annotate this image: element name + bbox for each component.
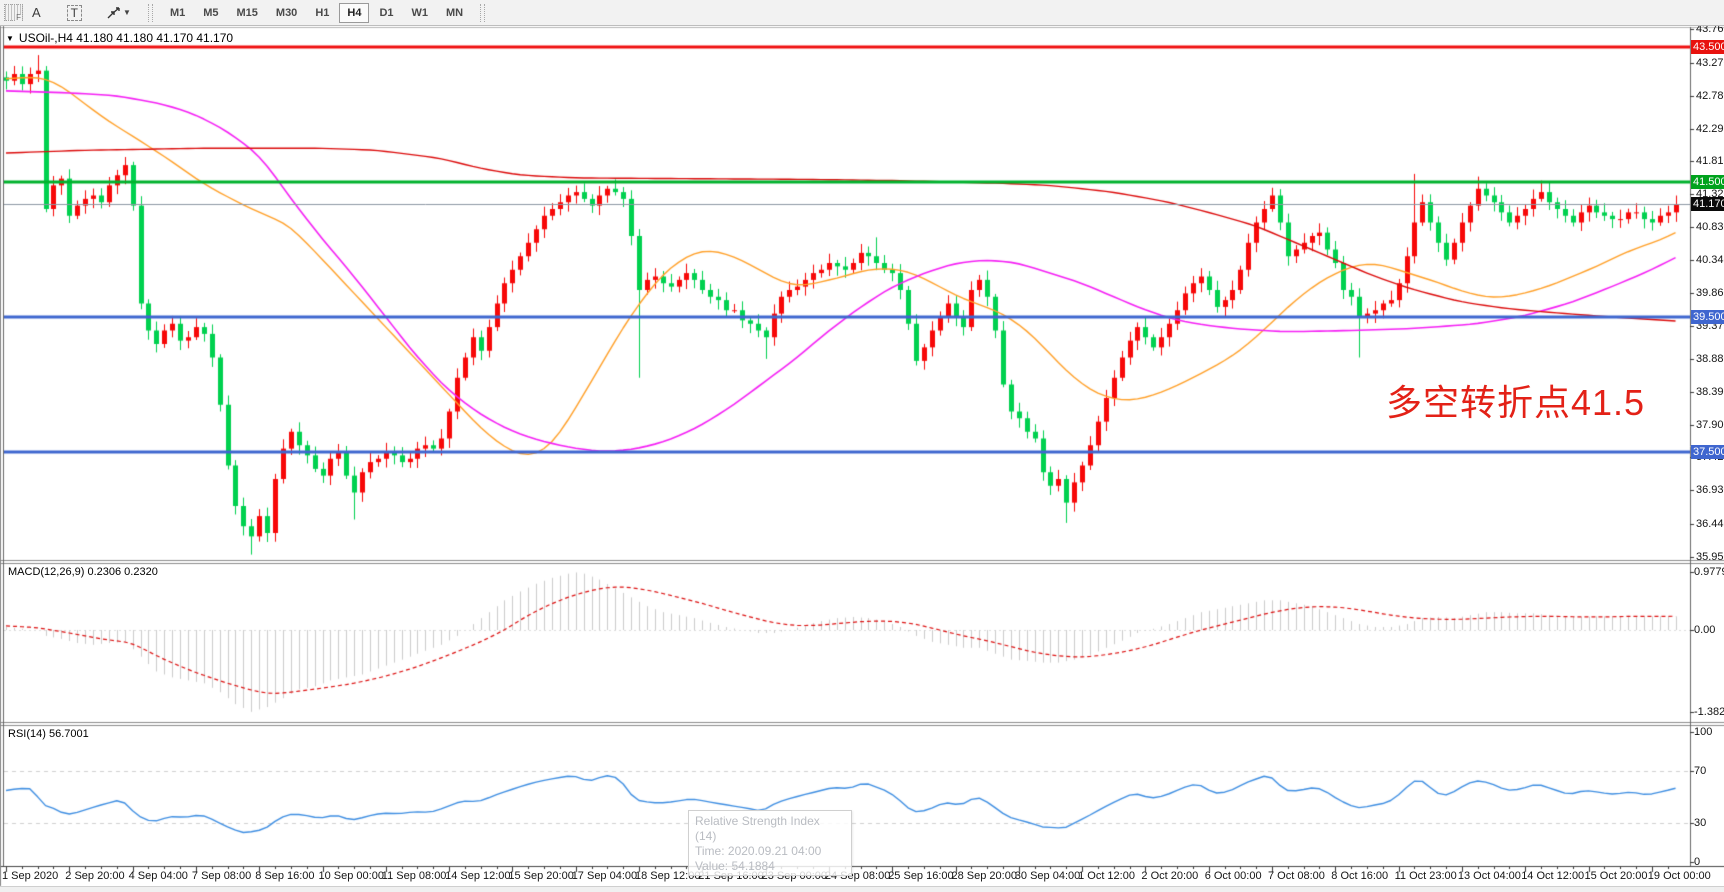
timeframe-button-MN[interactable]: MN [438,3,471,23]
timeframe-button-M5[interactable]: M5 [195,3,226,23]
price-axis-label: 43.270 [1696,56,1724,69]
timeframe-group: M1 M5 M15 M30 H1 H4 D1 W1 MN [161,2,472,23]
macd-axis-label: 0.9779 [1694,566,1724,578]
timeframe-button-W1[interactable]: W1 [404,3,437,23]
rsi-axis-label: 0 [1694,856,1701,868]
time-axis-label: 7 Oct 08:00 [1268,870,1325,882]
toolbox-grid-icon[interactable]: F [4,4,23,22]
price-axis-label: 39.860 [1696,286,1724,299]
time-axis-label: 7 Sep 08:00 [191,870,252,882]
time-axis-label: 15 Sep 20:00 [508,870,574,882]
symbol-dropdown-icon[interactable]: ▼ [6,33,14,43]
font-tool-label: A [32,5,41,20]
time-axis-label: 1 Oct 12:00 [1078,870,1135,882]
price-axis-label: 41.320 [1696,188,1724,201]
rsi-axis-label: 70 [1694,765,1707,777]
chart-annotation-text[interactable]: 多空转折点41.5 [1386,382,1646,423]
indicator-tooltip: Relative Strength Index (14) Time: 2020.… [688,810,852,876]
price-level-chip: 41.500 [1691,175,1724,189]
time-axis-label: 28 Sep 20:00 [951,870,1017,882]
toolbar-separator [147,3,153,22]
timeframe-button-H1[interactable]: H1 [307,3,337,23]
tooltip-line-3: Time: 2020.09.21 04:00 [695,844,822,858]
timeframe-button-M1[interactable]: M1 [162,3,193,23]
price-axis-label: 38.390 [1696,385,1724,398]
time-axis-label: 10 Sep 00:00 [318,870,384,882]
time-axis-label: 14 Oct 12:00 [1521,870,1585,882]
chevron-down-icon: ▼ [123,8,131,17]
font-tool-button[interactable]: A [25,3,48,23]
draw-arrows-button[interactable]: ▼ [99,3,138,23]
price-axis-label: 40.340 [1696,254,1724,267]
price-axis-label: 42.290 [1696,122,1724,135]
price-axis-label: 41.810 [1696,155,1724,168]
time-axis-label: 4 Sep 04:00 [128,870,188,882]
tooltip-line-2: (14) [695,829,717,843]
price-axis-label: 42.780 [1696,89,1724,102]
price-axis-label: 35.950 [1696,550,1724,563]
timeframe-button-M30[interactable]: M30 [268,3,305,23]
text-tool-button[interactable]: T [60,3,89,23]
tooltip-line-4: Value: 54.1884 [695,859,775,873]
rsi-axis-label: 30 [1694,817,1707,829]
time-axis-label: 6 Oct 00:00 [1204,870,1262,882]
time-axis-label: 14 Sep 12:00 [445,870,511,882]
price-axis-label: 40.830 [1696,221,1724,234]
timeframe-button-H4[interactable]: H4 [339,2,370,23]
text-tool-label: T [66,4,83,21]
toolbar-separator [480,3,486,22]
time-axis-label: 17 Sep 04:00 [571,870,638,882]
time-axis-label: 2 Sep 20:00 [65,870,125,882]
time-axis-label: 8 Oct 16:00 [1331,870,1389,882]
time-axis-label: 8 Sep 16:00 [255,870,315,882]
arrows-icon [107,6,120,18]
price-axis-label: 36.440 [1696,517,1724,530]
time-axis-label: 18 Sep 12:00 [635,870,701,882]
time-axis-label: 13 Oct 04:00 [1457,870,1521,882]
time-axis-label: 25 Sep 16:00 [888,870,954,882]
time-axis-label: 11 Oct 23:00 [1394,870,1457,882]
price-level-chip: 37.500 [1691,445,1724,459]
time-axis-label: 11 Sep 08:00 [381,870,447,882]
rsi-axis-label: 100 [1694,726,1713,738]
macd-axis-label: 0.00 [1694,624,1716,636]
time-axis-label: 15 Oct 20:00 [1584,870,1648,882]
macd-label: MACD(12,26,9) 0.2306 0.2320 [8,566,158,578]
time-axis-label: 19 Oct 00:00 [1647,870,1711,882]
time-axis-label: 1 Sep 2020 [2,870,59,882]
rsi-label: RSI(14) 56.7001 [8,728,89,740]
price-axis-label: 37.900 [1696,419,1724,431]
status-bar [0,886,1724,892]
price-axis-label: 43.760 [1696,23,1724,36]
price-axis-label: 38.880 [1696,352,1724,365]
timeframe-button-D1[interactable]: D1 [371,3,401,23]
price-level-chip: 41.170 [1691,197,1724,212]
price-level-chip: 39.500 [1691,310,1724,324]
chart-title-text: USOil-,H4 41.180 41.180 41.170 41.170 [18,31,234,45]
time-axis-label: 30 Sep 04:00 [1014,870,1081,882]
timeframe-button-M15[interactable]: M15 [229,3,266,23]
price-level-chip: 43.500 [1691,40,1724,54]
time-axis-label: 2 Oct 20:00 [1141,870,1199,882]
chart-title: ▼ USOil-,H4 41.180 41.180 41.170 41.170 [6,31,233,45]
price-axis-label: 36.930 [1696,484,1724,497]
main-toolbar: F A T ▼ M1 M5 M15 M30 H1 H4 D1 W1 MN [0,0,1724,26]
macd-axis-label: -1.382 [1694,705,1724,718]
tooltip-line-1: Relative Strength Index [695,814,820,828]
